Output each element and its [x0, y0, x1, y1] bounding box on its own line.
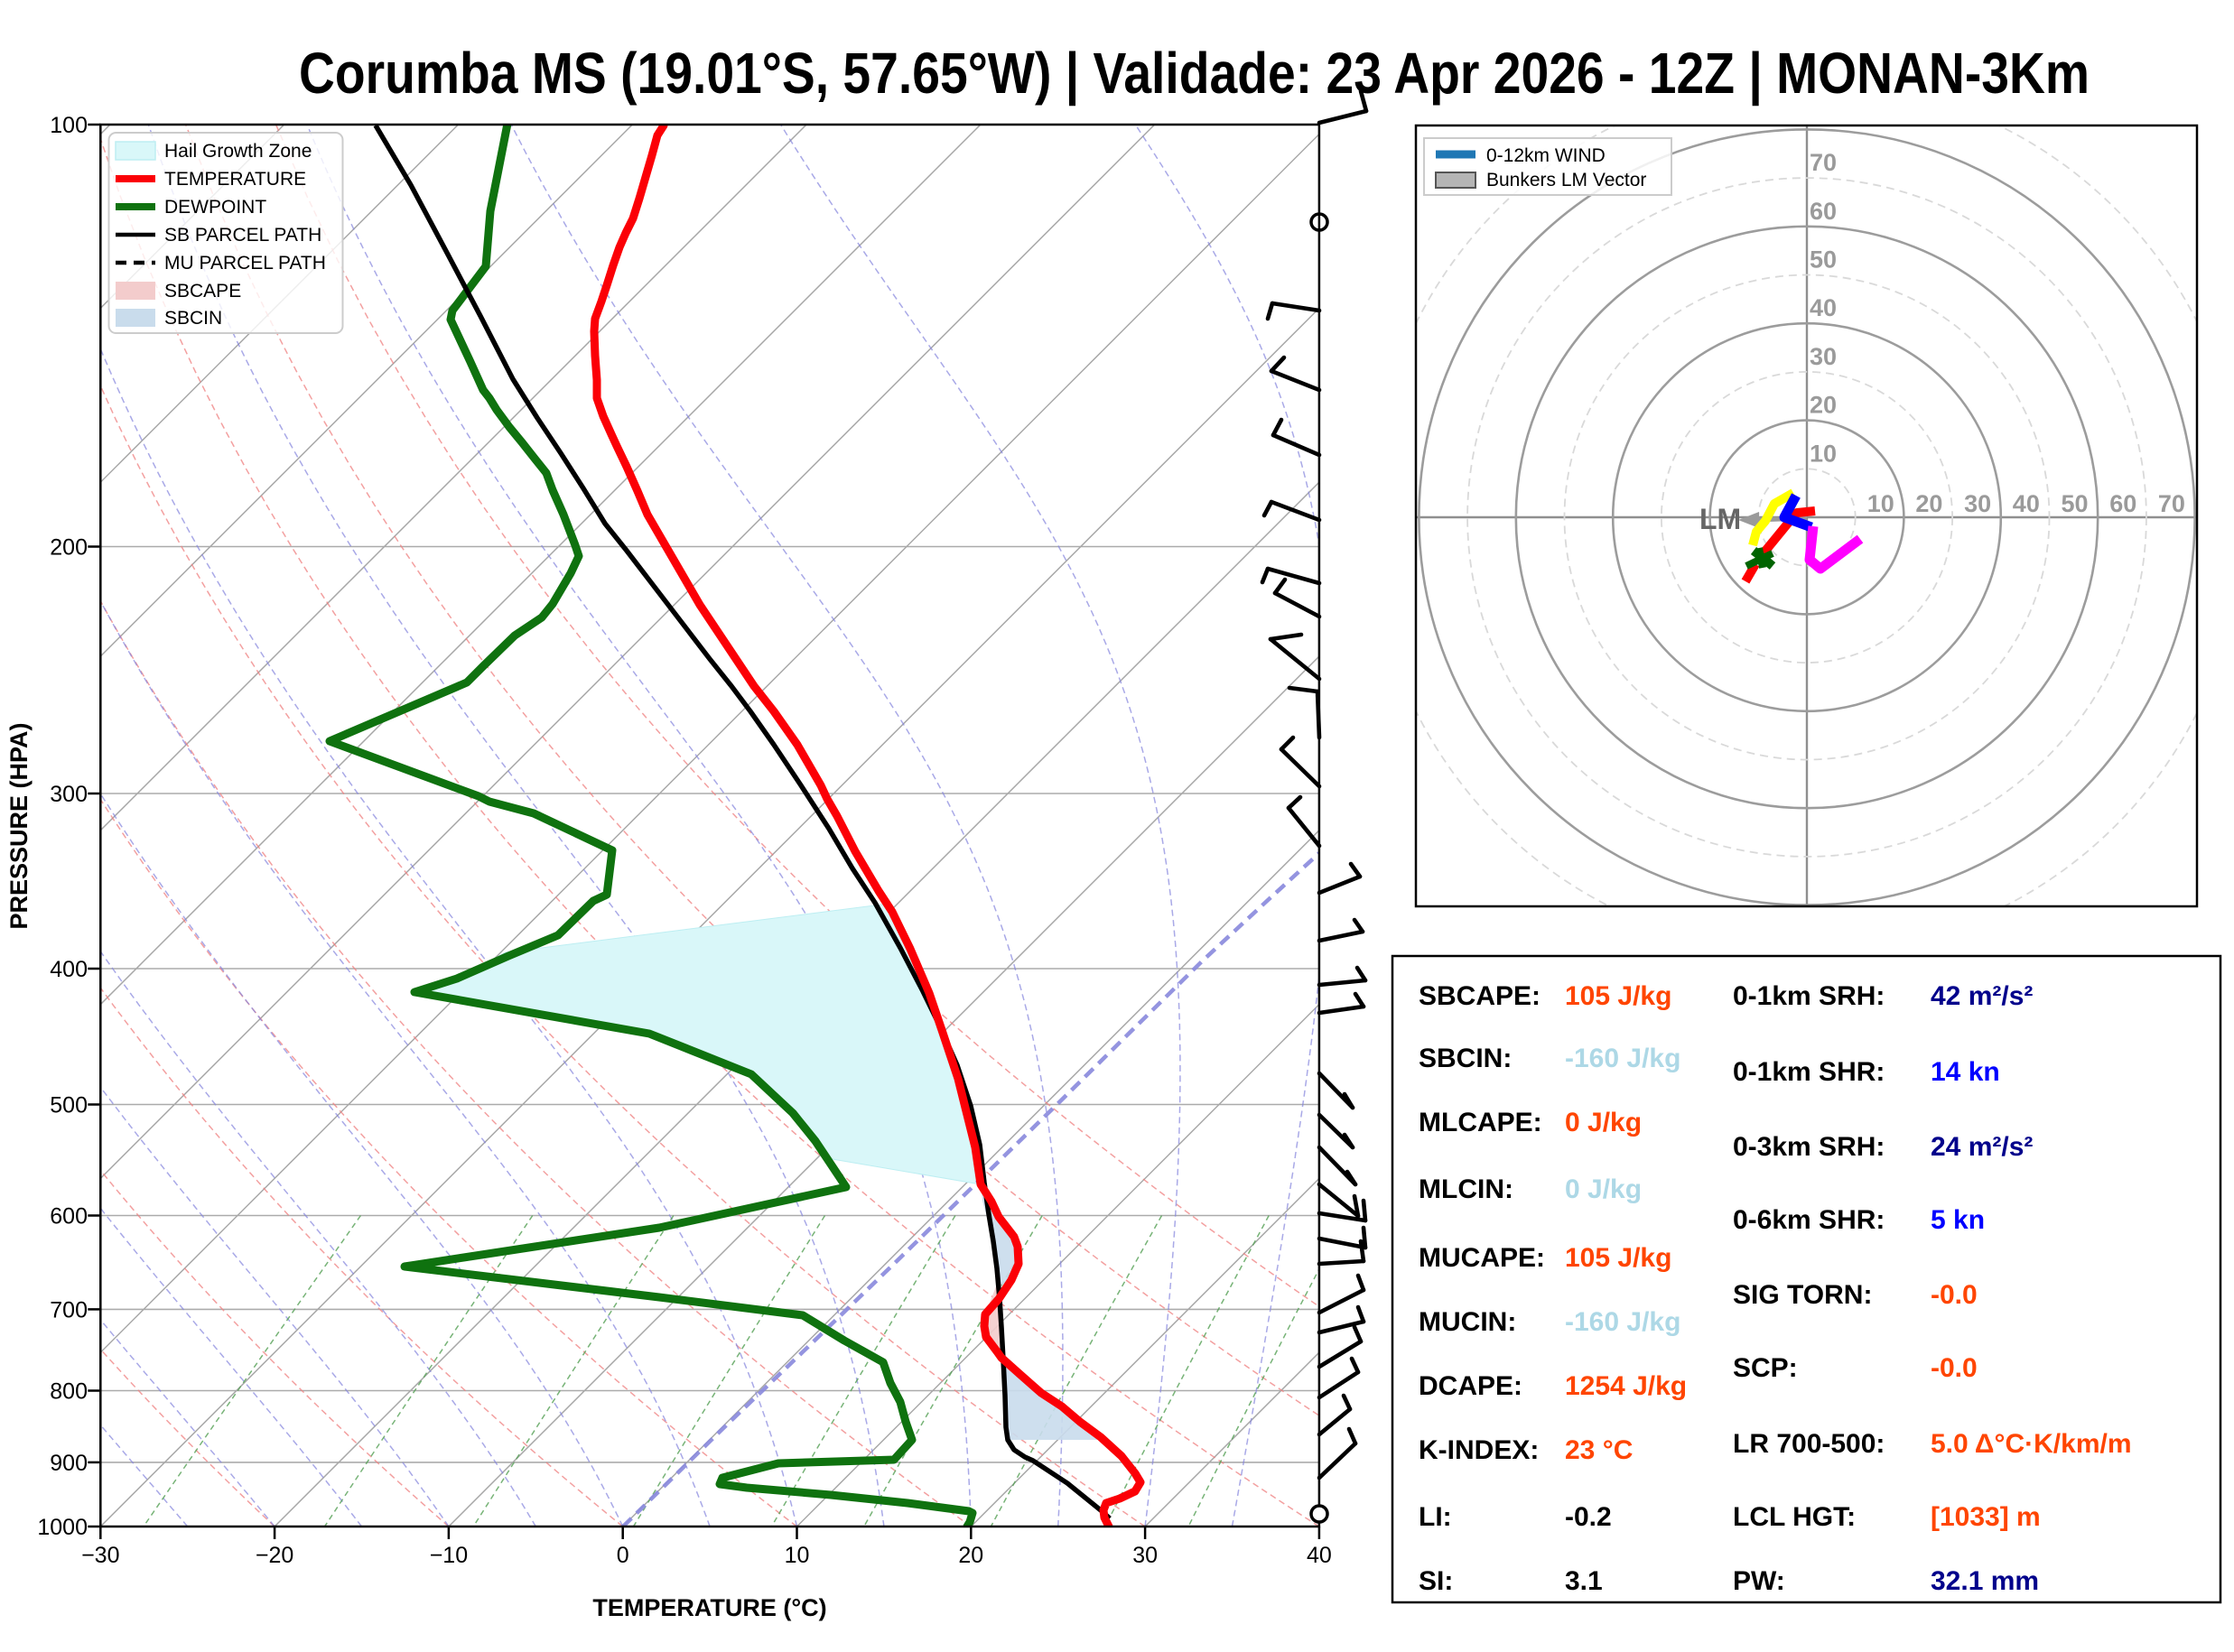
svg-text:0 J/kg: 0 J/kg [1565, 1108, 1642, 1137]
svg-text:TEMPERATURE (°C): TEMPERATURE (°C) [592, 1594, 826, 1621]
svg-text:LI:: LI: [1419, 1502, 1452, 1532]
svg-text:−10: −10 [430, 1543, 468, 1568]
svg-text:20: 20 [1915, 490, 1942, 517]
svg-text:0-12km WIND: 0-12km WIND [1486, 145, 1606, 166]
svg-text:40: 40 [1307, 1543, 1332, 1568]
svg-text:30: 30 [1810, 343, 1837, 370]
svg-text:70: 70 [1810, 149, 1837, 176]
svg-text:40: 40 [2013, 490, 2040, 517]
svg-text:-0.2: -0.2 [1565, 1502, 1612, 1532]
svg-text:0: 0 [617, 1543, 629, 1568]
svg-text:SI:: SI: [1419, 1566, 1453, 1596]
svg-text:50: 50 [2062, 490, 2089, 517]
svg-text:42 m²/s²: 42 m²/s² [1931, 981, 2033, 1011]
svg-text:3.1: 3.1 [1565, 1566, 1603, 1596]
svg-text:-160 J/kg: -160 J/kg [1565, 1307, 1680, 1337]
svg-text:1254 J/kg: 1254 J/kg [1565, 1371, 1687, 1401]
svg-text:100: 100 [50, 113, 88, 138]
svg-text:SBCIN:: SBCIN: [1419, 1044, 1512, 1073]
svg-text:LR 700-500:: LR 700-500: [1733, 1429, 1885, 1459]
svg-text:400: 400 [50, 957, 88, 982]
svg-text:MU PARCEL PATH: MU PARCEL PATH [164, 253, 326, 274]
svg-text:Corumba MS (19.01°S, 57.65°W): Corumba MS (19.01°S, 57.65°W) | Validade… [299, 41, 2090, 107]
svg-text:0-3km SRH:: 0-3km SRH: [1733, 1132, 1885, 1162]
svg-text:5.0 Δ°C·K/km/m: 5.0 Δ°C·K/km/m [1931, 1429, 2132, 1459]
svg-text:105 J/kg: 105 J/kg [1565, 981, 1671, 1011]
svg-text:Hail Growth Zone: Hail Growth Zone [164, 141, 312, 162]
svg-text:0 J/kg: 0 J/kg [1565, 1174, 1642, 1204]
svg-text:DCAPE:: DCAPE: [1419, 1371, 1522, 1401]
svg-text:50: 50 [1810, 246, 1837, 274]
svg-text:10: 10 [1867, 490, 1894, 517]
svg-text:MLCAPE:: MLCAPE: [1419, 1108, 1542, 1137]
svg-text:SCP:: SCP: [1733, 1353, 1798, 1383]
svg-text:32.1 mm: 32.1 mm [1931, 1566, 2039, 1596]
svg-text:30: 30 [1964, 490, 1991, 517]
svg-text:[1033] m: [1033] m [1931, 1502, 2041, 1532]
svg-text:40: 40 [1810, 294, 1837, 321]
svg-text:-160 J/kg: -160 J/kg [1565, 1044, 1680, 1073]
svg-text:SB PARCEL PATH: SB PARCEL PATH [164, 225, 321, 246]
svg-text:SIG TORN:: SIG TORN: [1733, 1280, 1872, 1310]
svg-text:70: 70 [2158, 490, 2185, 517]
svg-text:−20: −20 [256, 1543, 293, 1568]
svg-text:10: 10 [1810, 440, 1837, 467]
svg-text:1000: 1000 [37, 1515, 88, 1540]
svg-text:24 m²/s²: 24 m²/s² [1931, 1132, 2033, 1162]
svg-text:0-1km SHR:: 0-1km SHR: [1733, 1057, 1885, 1087]
svg-text:MLCIN:: MLCIN: [1419, 1174, 1513, 1204]
svg-text:700: 700 [50, 1297, 88, 1323]
svg-text:23 °C: 23 °C [1565, 1435, 1633, 1465]
svg-text:900: 900 [50, 1451, 88, 1476]
svg-text:SBCAPE: SBCAPE [164, 281, 241, 302]
svg-text:200: 200 [50, 535, 88, 561]
svg-text:600: 600 [50, 1204, 88, 1230]
svg-text:60: 60 [1810, 198, 1837, 225]
svg-text:SBCAPE:: SBCAPE: [1419, 981, 1541, 1011]
svg-text:TEMPERATURE: TEMPERATURE [164, 169, 306, 190]
svg-text:-0.0: -0.0 [1931, 1353, 1978, 1383]
svg-text:30: 30 [1132, 1543, 1158, 1568]
svg-text:MUCAPE:: MUCAPE: [1419, 1243, 1545, 1273]
svg-text:LCL HGT:: LCL HGT: [1733, 1502, 1856, 1532]
svg-text:0-6km SHR:: 0-6km SHR: [1733, 1205, 1885, 1235]
svg-text:5 kn: 5 kn [1931, 1205, 1985, 1235]
svg-text:DEWPOINT: DEWPOINT [164, 197, 266, 218]
svg-text:300: 300 [50, 782, 88, 807]
svg-text:Bunkers LM Vector: Bunkers LM Vector [1486, 170, 1646, 190]
svg-text:14 kn: 14 kn [1931, 1057, 2000, 1087]
svg-text:20: 20 [1810, 392, 1837, 419]
svg-text:60: 60 [2109, 490, 2136, 517]
svg-text:0-1km SRH:: 0-1km SRH: [1733, 981, 1885, 1011]
svg-text:PW:: PW: [1733, 1566, 1785, 1596]
svg-text:-0.0: -0.0 [1931, 1280, 1978, 1310]
svg-text:500: 500 [50, 1093, 88, 1118]
svg-text:LM: LM [1699, 503, 1741, 535]
svg-text:800: 800 [50, 1379, 88, 1405]
svg-text:SBCIN: SBCIN [164, 308, 222, 329]
svg-text:MUCIN:: MUCIN: [1419, 1307, 1516, 1337]
svg-text:10: 10 [785, 1543, 810, 1568]
svg-text:105 J/kg: 105 J/kg [1565, 1243, 1671, 1273]
svg-text:PRESSURE (HPA): PRESSURE (HPA) [5, 722, 33, 929]
svg-text:−30: −30 [81, 1543, 119, 1568]
svg-text:K-INDEX:: K-INDEX: [1419, 1435, 1539, 1465]
svg-text:20: 20 [958, 1543, 983, 1568]
